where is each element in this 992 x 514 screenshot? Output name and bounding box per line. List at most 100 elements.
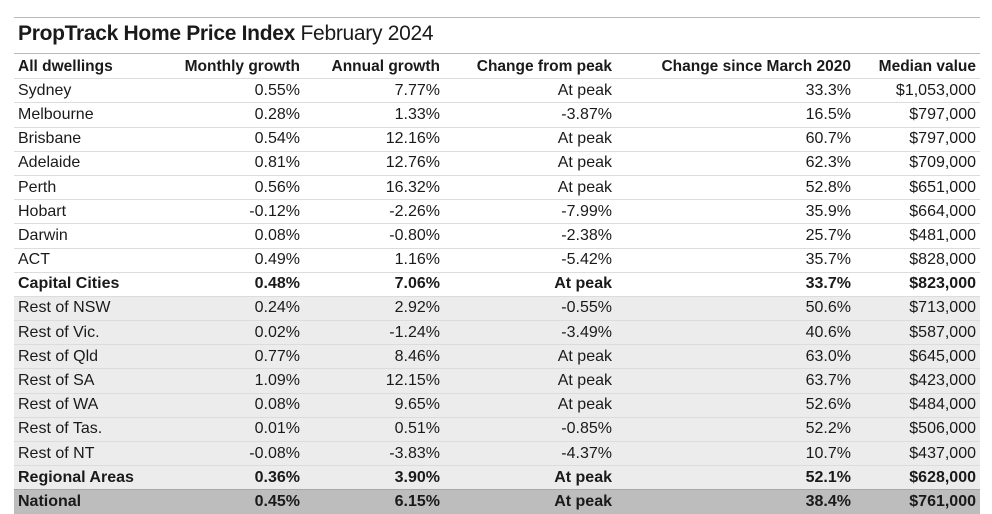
change-from-peak-cell: -4.37% [444, 441, 616, 466]
monthly-growth-cell: 1.09% [158, 368, 304, 394]
table-row: ACT 0.49% 1.16% -5.42% 35.7% $828,000 [14, 248, 980, 272]
monthly-growth-cell: 0.54% [254, 130, 300, 148]
change-since-march-2020-cell: 33.7% [805, 275, 851, 293]
table-row: Hobart -0.12% -2.26% -7.99% 35.9% $664,000 [14, 199, 980, 224]
change-since-march-2020-cell: 40.6% [616, 320, 855, 345]
change-since-march-2020-cell: 16.5% [805, 105, 851, 123]
table-row: Regional Areas 0.36% 3.90% At peak 52.1% $628… [14, 465, 980, 490]
region-name-cell: Adelaide [18, 154, 81, 172]
median-value-cell: $664,000 [909, 202, 976, 220]
monthly-growth-cell: 0.28% [254, 105, 300, 123]
table-body: Sydney 0.55% 7.77% At peak 33.3% $1,053,000 Me… [14, 78, 980, 514]
annual-growth-cell: 7.77% [394, 81, 440, 99]
median-value-cell: $713,000 [855, 296, 980, 321]
header-annual-growth: Annual growth [331, 57, 441, 75]
table-row: Rest of WA 0.08% 9.65% At peak 52.6% $484,000 [14, 393, 980, 418]
region-name-cell: Rest of Qld [14, 344, 158, 369]
change-from-peak-cell: At peak [554, 275, 612, 293]
table-row: Darwin 0.08% -0.80% -2.38% 25.7% $481,000 [14, 223, 980, 248]
page-title: PropTrack Home Price Index February 2024 [18, 22, 434, 46]
change-from-peak-cell: -3.49% [444, 320, 616, 345]
median-value-cell: $1,053,000 [895, 81, 976, 99]
monthly-growth-cell: 0.55% [254, 81, 300, 99]
header-all-dwellings: All dwellings [18, 57, 113, 75]
region-name-cell: Brisbane [18, 130, 82, 148]
region-name-cell: Darwin [18, 226, 68, 244]
change-since-march-2020-cell: 33.3% [805, 81, 851, 99]
median-value-cell: $797,000 [909, 130, 976, 148]
change-from-peak-cell: At peak [444, 393, 616, 418]
header-monthly-growth: Monthly growth [184, 57, 300, 75]
median-value-cell: $628,000 [855, 465, 980, 490]
monthly-growth-cell: -0.08% [158, 441, 304, 466]
change-since-march-2020-cell: 35.7% [805, 251, 851, 269]
title-rule [14, 53, 980, 54]
table-row: Melbourne 0.28% 1.33% -3.87% 16.5% $797,000 [14, 102, 980, 127]
table-row: Rest of NT -0.08% -3.83% -4.37% 10.7% $437,00… [14, 441, 980, 466]
monthly-growth-cell: 0.45% [158, 489, 304, 514]
median-value-cell: $423,000 [855, 368, 980, 394]
monthly-growth-cell: 0.36% [158, 465, 304, 490]
annual-growth-cell: -2.26% [389, 202, 440, 220]
monthly-growth-cell: 0.56% [254, 178, 300, 196]
table-row: Rest of SA 1.09% 12.15% At peak 63.7% $423,00… [14, 368, 980, 394]
region-name-cell: Rest of Tas. [14, 417, 158, 442]
table-row: Rest of NSW 0.24% 2.92% -0.55% 50.6% $713,000 [14, 296, 980, 321]
annual-growth-cell: 1.33% [394, 105, 440, 123]
table-row: Rest of Vic. 0.02% -1.24% -3.49% 40.6% $587,0… [14, 320, 980, 345]
region-name-cell: Perth [18, 178, 57, 196]
change-since-march-2020-cell: 50.6% [616, 296, 855, 321]
change-from-peak-cell: At peak [557, 178, 612, 196]
median-value-cell: $645,000 [855, 344, 980, 369]
median-value-cell: $761,000 [855, 489, 980, 514]
monthly-growth-cell: 0.02% [158, 320, 304, 345]
monthly-growth-cell: 0.48% [254, 275, 300, 293]
median-value-cell: $506,000 [855, 417, 980, 442]
header-change-since-march-2020: Change since March 2020 [661, 57, 851, 75]
median-value-cell: $823,000 [909, 275, 976, 293]
annual-growth-cell: 12.16% [385, 130, 440, 148]
annual-growth-cell: 16.32% [385, 178, 440, 196]
table-row: Rest of Qld 0.77% 8.46% At peak 63.0% $645,00… [14, 344, 980, 369]
monthly-growth-cell: 0.81% [254, 154, 300, 172]
change-from-peak-cell: At peak [444, 465, 616, 490]
region-name-cell: Capital Cities [18, 275, 120, 293]
monthly-growth-cell: 0.49% [254, 251, 300, 269]
change-since-march-2020-cell: 35.9% [805, 202, 851, 220]
change-since-march-2020-cell: 52.6% [616, 393, 855, 418]
change-from-peak-cell: At peak [444, 368, 616, 394]
annual-growth-cell: 9.65% [304, 393, 444, 418]
change-since-march-2020-cell: 10.7% [616, 441, 855, 466]
header-median-value: Median value [878, 57, 976, 75]
change-since-march-2020-cell: 52.8% [805, 178, 851, 196]
monthly-growth-cell: 0.24% [158, 296, 304, 321]
annual-growth-cell: -1.24% [304, 320, 444, 345]
change-since-march-2020-cell: 60.7% [805, 130, 851, 148]
median-value-cell: $437,000 [855, 441, 980, 466]
median-value-cell: $828,000 [909, 251, 976, 269]
median-value-cell: $709,000 [909, 154, 976, 172]
annual-growth-cell: -3.83% [304, 441, 444, 466]
title-main: PropTrack Home Price Index [18, 22, 295, 45]
annual-growth-cell: 0.51% [304, 417, 444, 442]
median-value-cell: $587,000 [855, 320, 980, 345]
region-name-cell: Rest of NT [14, 441, 158, 466]
header-change-from-peak: Change from peak [476, 57, 612, 75]
annual-growth-cell: 12.76% [385, 154, 440, 172]
change-since-march-2020-cell: 38.4% [616, 489, 855, 514]
table-row: Sydney 0.55% 7.77% At peak 33.3% $1,053,000 [14, 78, 980, 103]
change-from-peak-cell: At peak [557, 130, 612, 148]
region-name-cell: Hobart [18, 202, 67, 220]
change-from-peak-cell: At peak [444, 489, 616, 514]
region-name-cell: Rest of NSW [14, 296, 158, 321]
annual-growth-cell: 3.90% [304, 465, 444, 490]
monthly-growth-cell: 0.01% [158, 417, 304, 442]
annual-growth-cell: 12.15% [304, 368, 444, 394]
title-period: February 2024 [300, 22, 434, 45]
change-from-peak-cell: -0.85% [444, 417, 616, 442]
region-name-cell: Melbourne [18, 105, 94, 123]
change-since-march-2020-cell: 63.0% [616, 344, 855, 369]
change-since-march-2020-cell: 62.3% [805, 154, 851, 172]
table-row: Brisbane 0.54% 12.16% At peak 60.7% $797,000 [14, 127, 980, 151]
median-value-cell: $651,000 [909, 178, 976, 196]
